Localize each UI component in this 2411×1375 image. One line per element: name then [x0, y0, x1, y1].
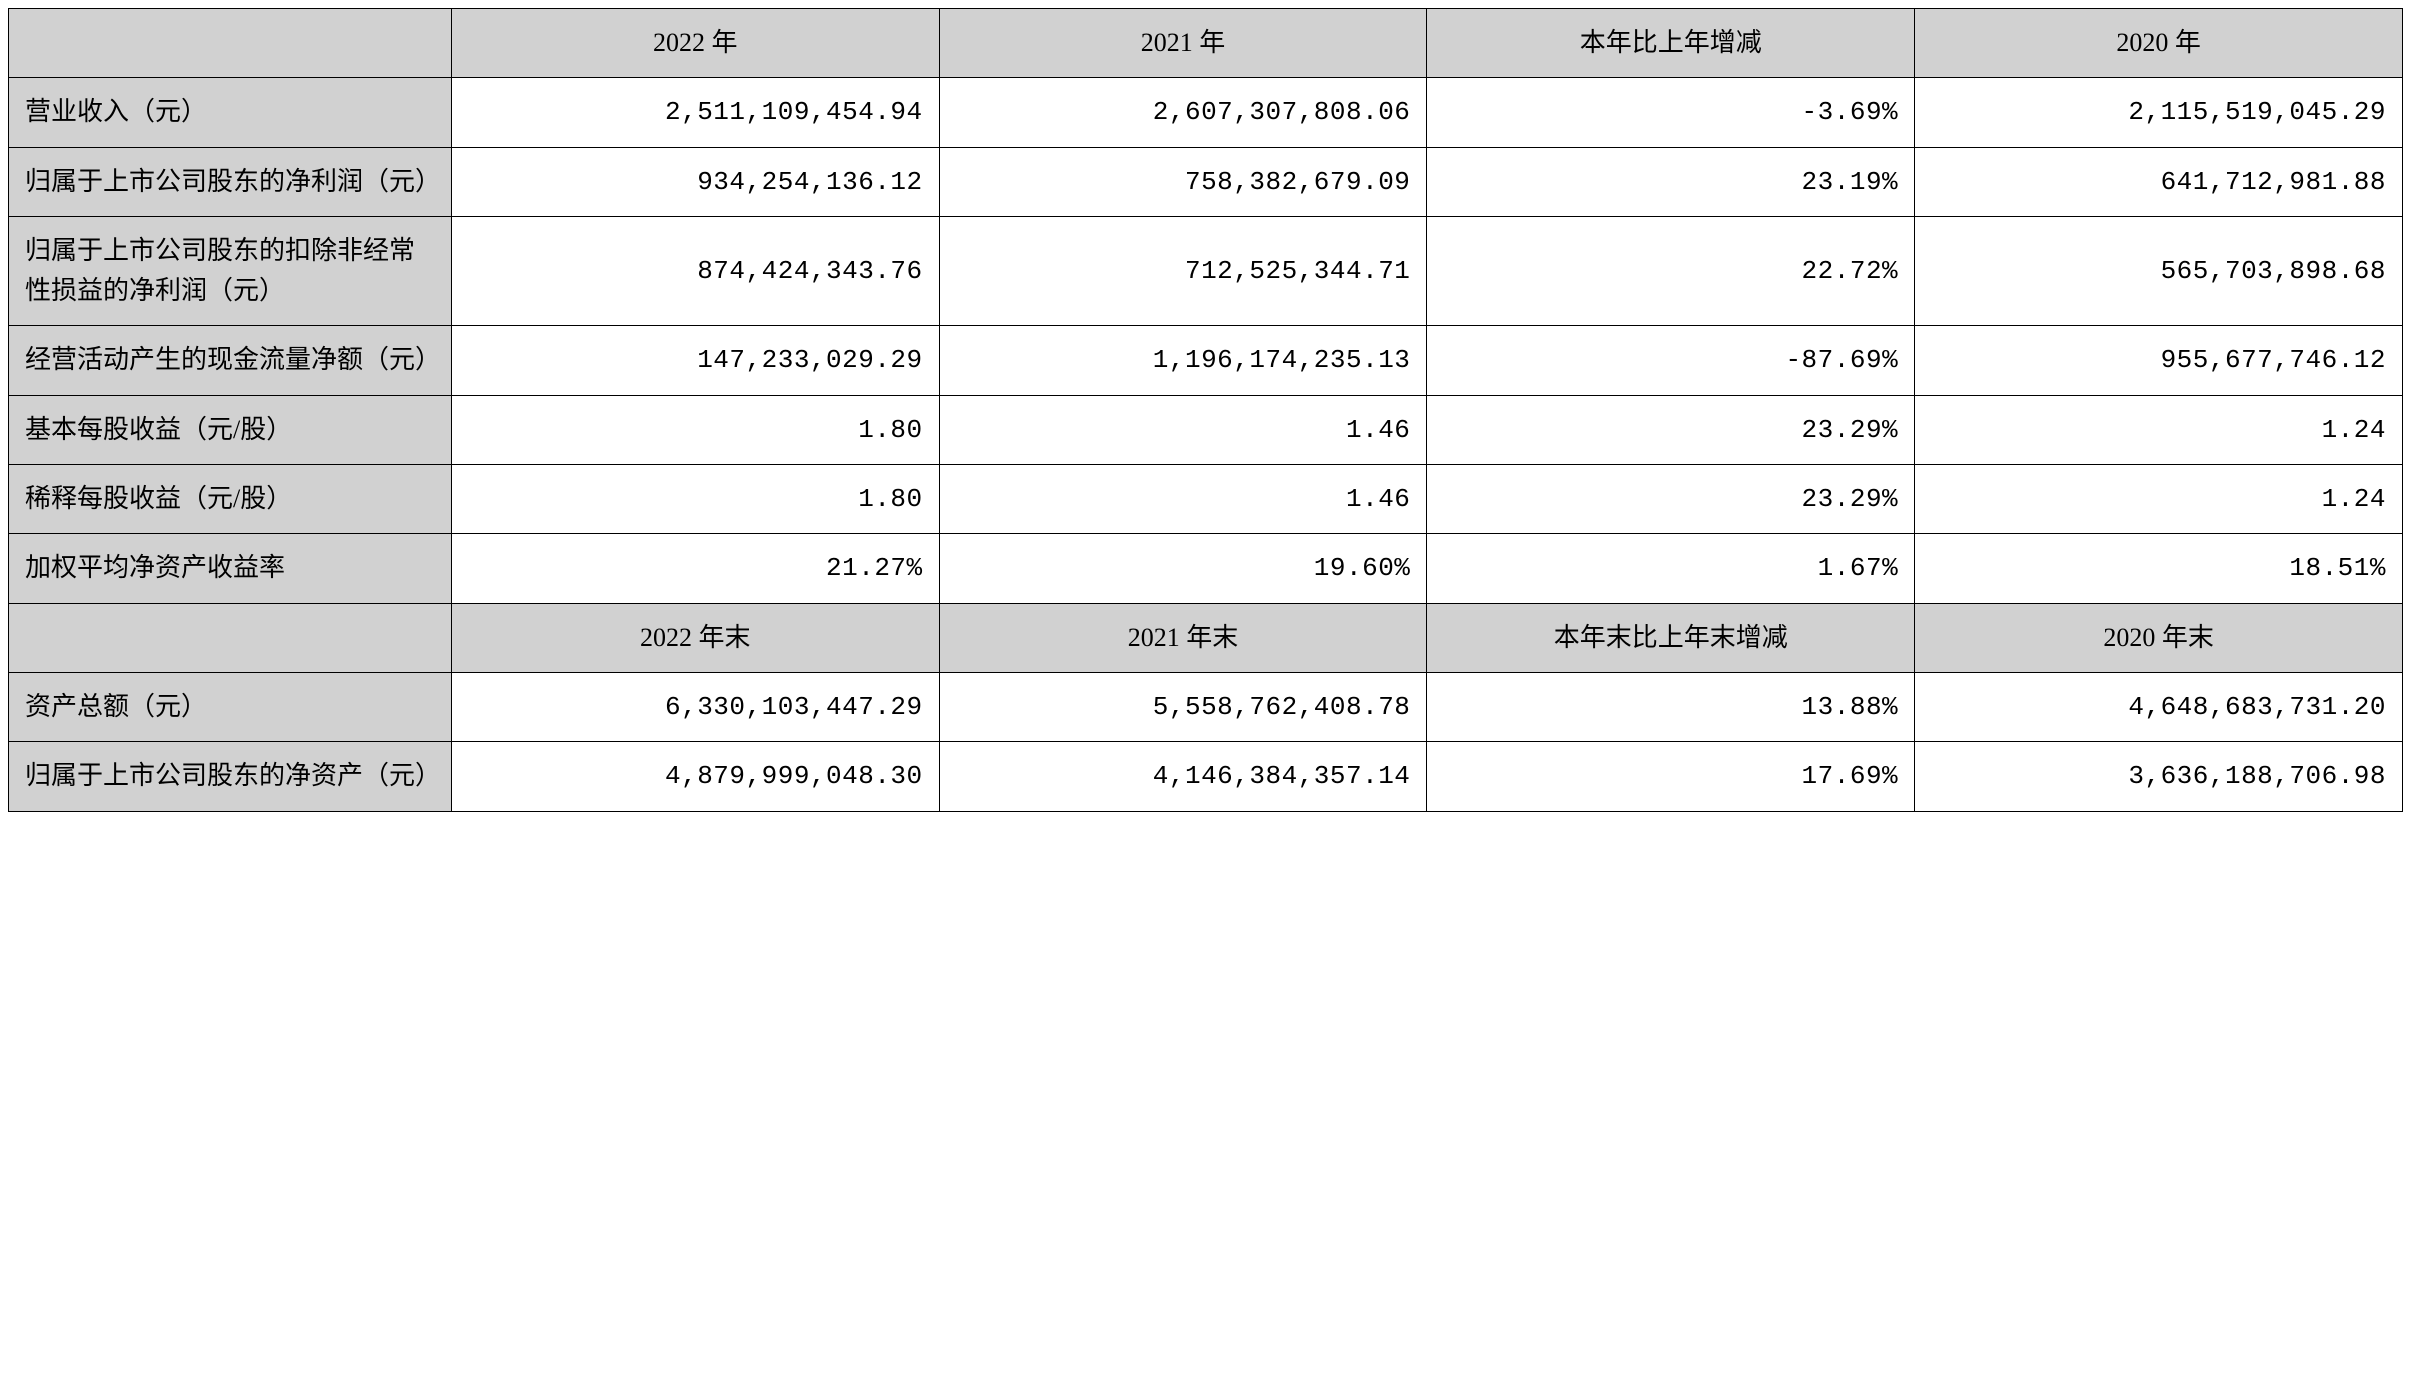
header-blank-2 — [9, 603, 452, 672]
table-row: 基本每股收益（元/股） 1.80 1.46 23.29% 1.24 — [9, 395, 2403, 464]
cell-value: 1.80 — [451, 465, 939, 534]
table-row: 稀释每股收益（元/股） 1.80 1.46 23.29% 1.24 — [9, 465, 2403, 534]
header-row-1: 2022 年 2021 年 本年比上年增减 2020 年 — [9, 9, 2403, 78]
table-row: 资产总额（元） 6,330,103,447.29 5,558,762,408.7… — [9, 672, 2403, 741]
cell-value: 23.29% — [1427, 395, 1915, 464]
table-row: 归属于上市公司股东的净利润（元） 934,254,136.12 758,382,… — [9, 147, 2403, 216]
cell-value: 2,115,519,045.29 — [1915, 78, 2403, 147]
cell-value: 19.60% — [939, 534, 1427, 603]
cell-value: 1.80 — [451, 395, 939, 464]
cell-value: 147,233,029.29 — [451, 326, 939, 395]
cell-value: 4,648,683,731.20 — [1915, 672, 2403, 741]
table-row: 经营活动产生的现金流量净额（元） 147,233,029.29 1,196,17… — [9, 326, 2403, 395]
cell-value: 758,382,679.09 — [939, 147, 1427, 216]
header-2022-end: 2022 年末 — [451, 603, 939, 672]
header-row-2: 2022 年末 2021 年末 本年末比上年末增减 2020 年末 — [9, 603, 2403, 672]
cell-value: 1,196,174,235.13 — [939, 326, 1427, 395]
header-2020-end: 2020 年末 — [1915, 603, 2403, 672]
cell-value: 2,511,109,454.94 — [451, 78, 939, 147]
header-2021-end: 2021 年末 — [939, 603, 1427, 672]
cell-value: -87.69% — [1427, 326, 1915, 395]
cell-value: 712,525,344.71 — [939, 216, 1427, 326]
cell-value: 3,636,188,706.98 — [1915, 742, 2403, 811]
cell-value: 1.46 — [939, 465, 1427, 534]
cell-value: 17.69% — [1427, 742, 1915, 811]
header-2020: 2020 年 — [1915, 9, 2403, 78]
row-label: 归属于上市公司股东的扣除非经常性损益的净利润（元） — [9, 216, 452, 326]
header-2021: 2021 年 — [939, 9, 1427, 78]
row-label: 稀释每股收益（元/股） — [9, 465, 452, 534]
row-label: 归属于上市公司股东的净资产（元） — [9, 742, 452, 811]
row-label: 资产总额（元） — [9, 672, 452, 741]
row-label: 营业收入（元） — [9, 78, 452, 147]
header-change: 本年比上年增减 — [1427, 9, 1915, 78]
financial-table: 2022 年 2021 年 本年比上年增减 2020 年 营业收入（元） 2,5… — [8, 8, 2403, 812]
cell-value: 565,703,898.68 — [1915, 216, 2403, 326]
cell-value: 22.72% — [1427, 216, 1915, 326]
row-label: 归属于上市公司股东的净利润（元） — [9, 147, 452, 216]
cell-value: -3.69% — [1427, 78, 1915, 147]
cell-value: 1.24 — [1915, 395, 2403, 464]
cell-value: 4,146,384,357.14 — [939, 742, 1427, 811]
table-row: 归属于上市公司股东的净资产（元） 4,879,999,048.30 4,146,… — [9, 742, 2403, 811]
cell-value: 955,677,746.12 — [1915, 326, 2403, 395]
cell-value: 21.27% — [451, 534, 939, 603]
table-row: 营业收入（元） 2,511,109,454.94 2,607,307,808.0… — [9, 78, 2403, 147]
cell-value: 23.29% — [1427, 465, 1915, 534]
cell-value: 6,330,103,447.29 — [451, 672, 939, 741]
cell-value: 18.51% — [1915, 534, 2403, 603]
cell-value: 1.24 — [1915, 465, 2403, 534]
cell-value: 23.19% — [1427, 147, 1915, 216]
cell-value: 641,712,981.88 — [1915, 147, 2403, 216]
cell-value: 13.88% — [1427, 672, 1915, 741]
row-label: 加权平均净资产收益率 — [9, 534, 452, 603]
row-label: 基本每股收益（元/股） — [9, 395, 452, 464]
table-row: 加权平均净资产收益率 21.27% 19.60% 1.67% 18.51% — [9, 534, 2403, 603]
cell-value: 2,607,307,808.06 — [939, 78, 1427, 147]
cell-value: 1.67% — [1427, 534, 1915, 603]
table-row: 归属于上市公司股东的扣除非经常性损益的净利润（元） 874,424,343.76… — [9, 216, 2403, 326]
cell-value: 5,558,762,408.78 — [939, 672, 1427, 741]
header-2022: 2022 年 — [451, 9, 939, 78]
row-label: 经营活动产生的现金流量净额（元） — [9, 326, 452, 395]
table-body: 2022 年 2021 年 本年比上年增减 2020 年 营业收入（元） 2,5… — [9, 9, 2403, 812]
cell-value: 1.46 — [939, 395, 1427, 464]
header-change-end: 本年末比上年末增减 — [1427, 603, 1915, 672]
cell-value: 934,254,136.12 — [451, 147, 939, 216]
header-blank-1 — [9, 9, 452, 78]
cell-value: 874,424,343.76 — [451, 216, 939, 326]
cell-value: 4,879,999,048.30 — [451, 742, 939, 811]
